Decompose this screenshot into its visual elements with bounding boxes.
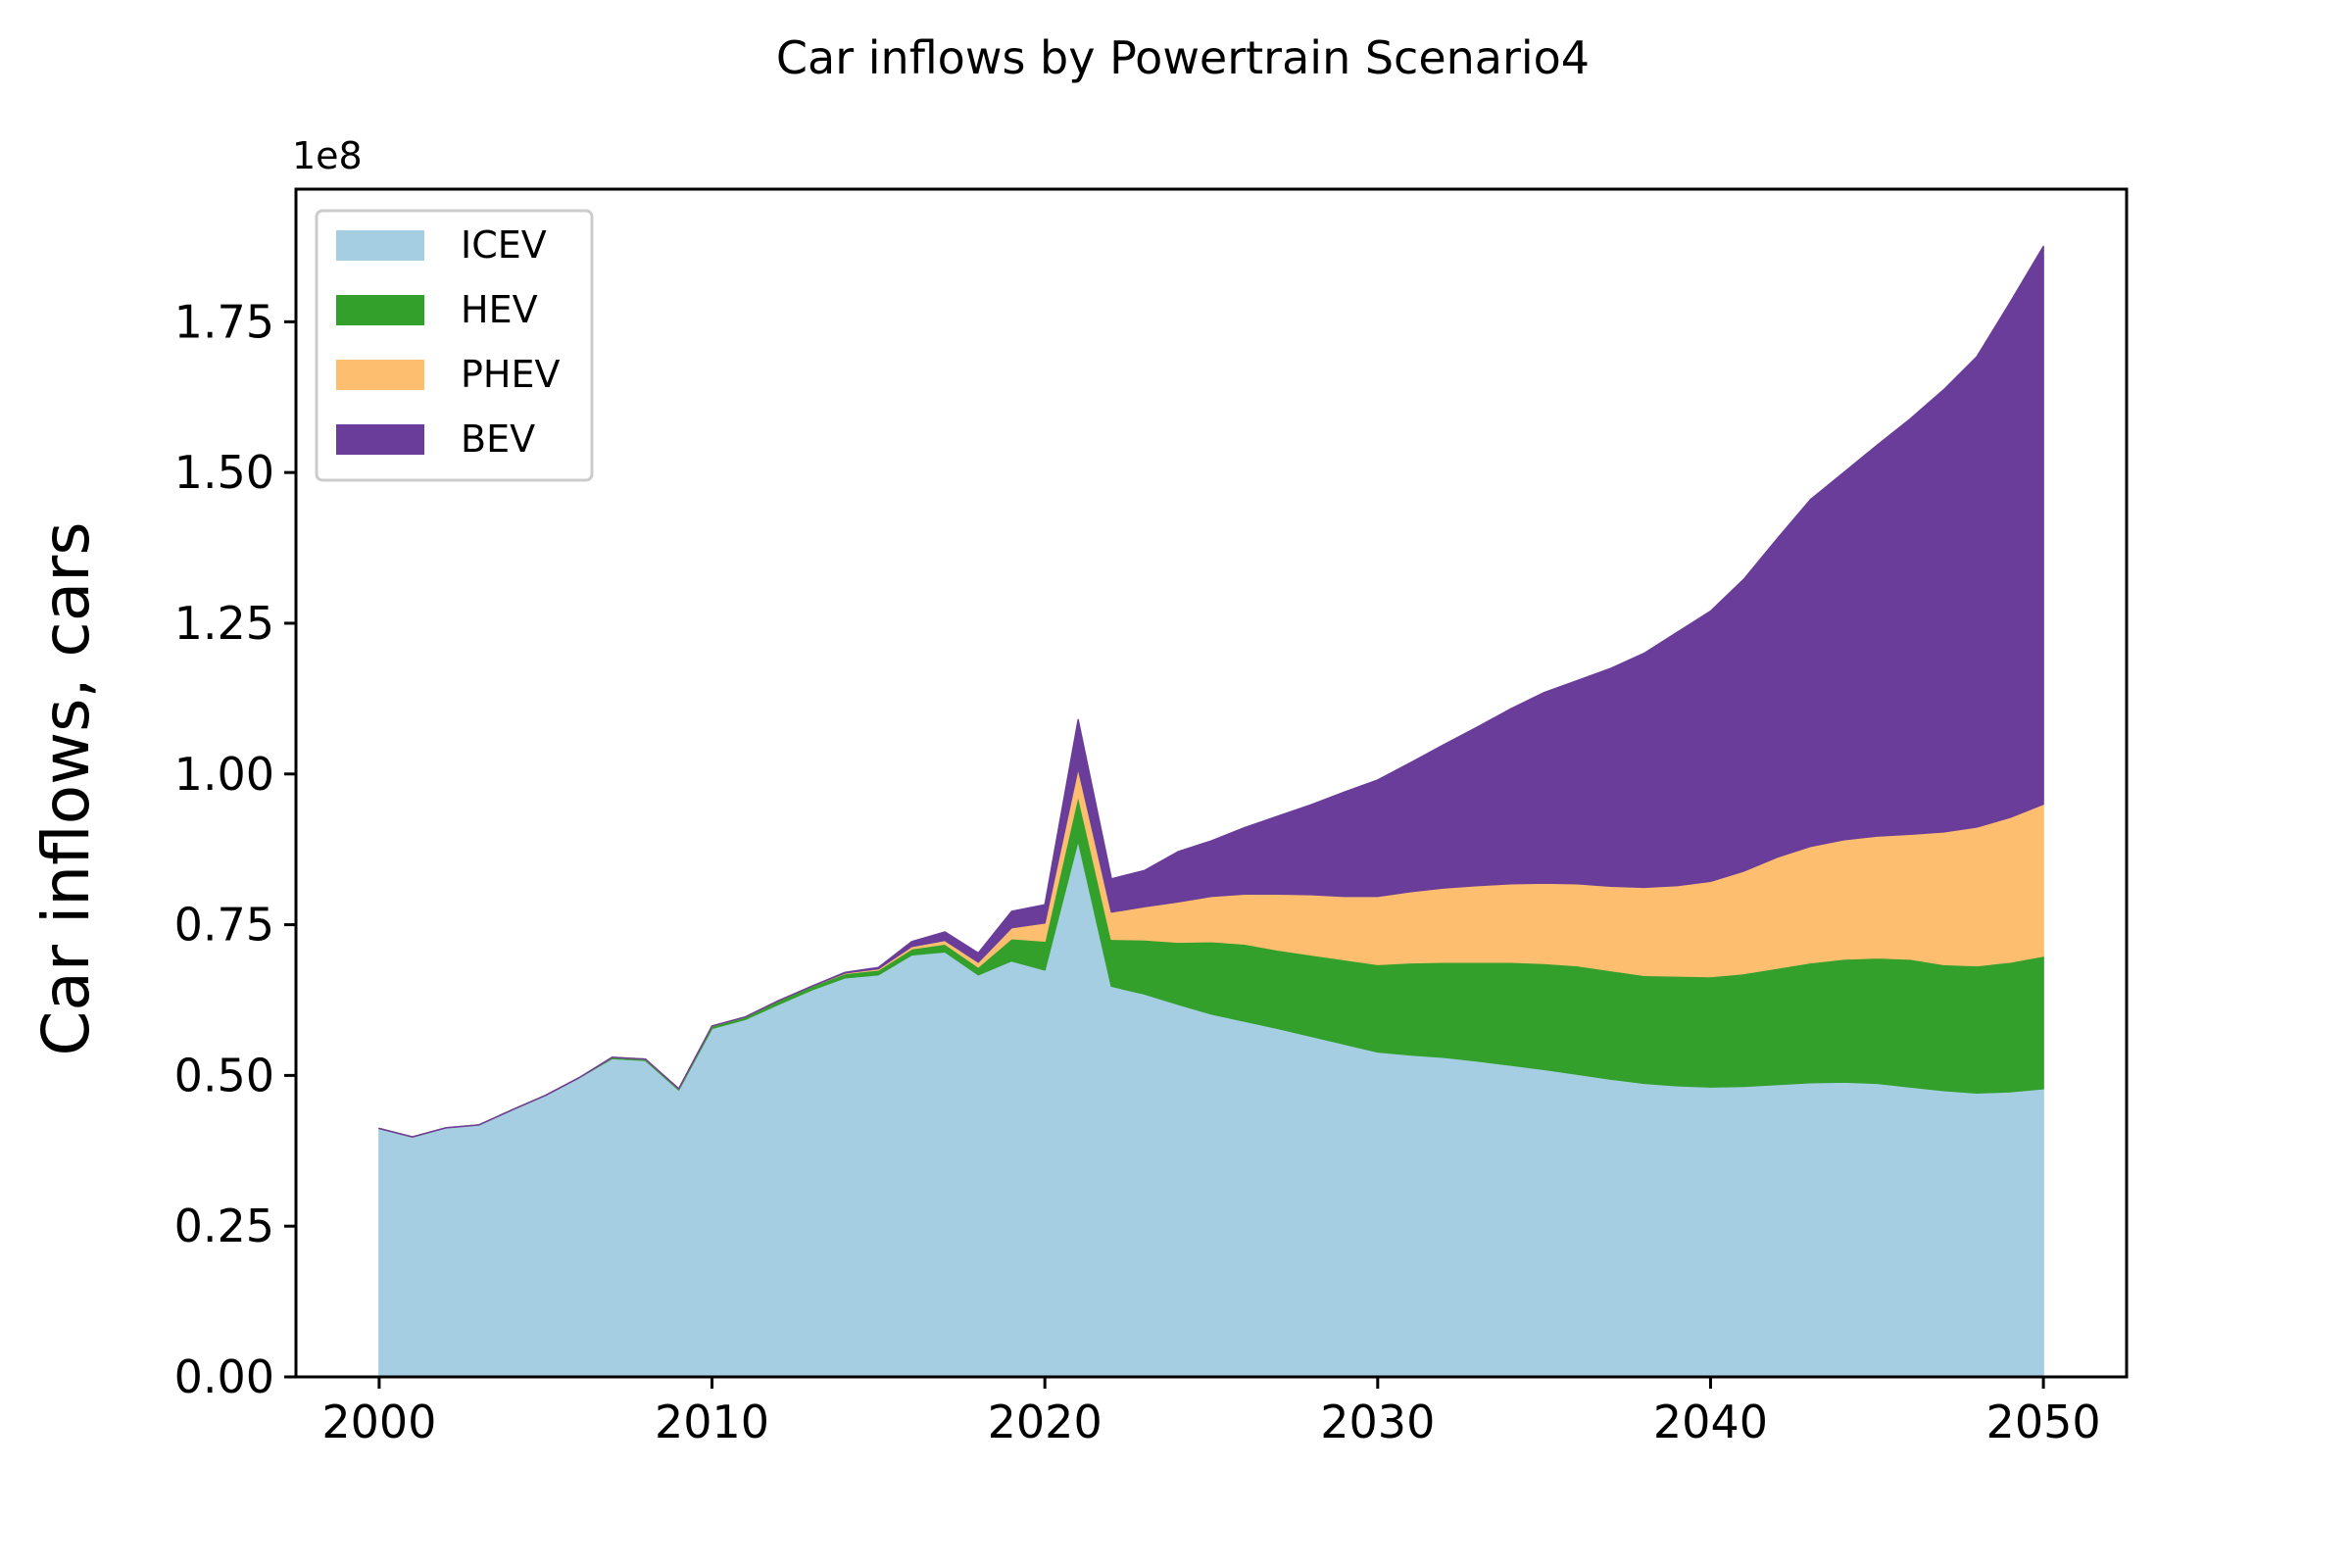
y-tick-label: 1.50 bbox=[174, 446, 274, 499]
legend-swatch-icev bbox=[336, 230, 424, 261]
axes-group bbox=[294, 187, 2129, 1379]
x-tick-label: 2020 bbox=[988, 1396, 1102, 1448]
plot-frame bbox=[294, 187, 2129, 1379]
y-tick-label: 0.50 bbox=[174, 1049, 274, 1102]
y-axis-multiplier: 1e8 bbox=[292, 134, 363, 177]
legend-label-bev: BEV bbox=[461, 417, 535, 461]
x-axis-ticks: 2000 2010 2020 2030 2040 2050 bbox=[321, 1377, 2101, 1448]
legend-swatch-phev bbox=[336, 360, 424, 390]
legend-frame bbox=[315, 209, 594, 482]
y-tick-label: 0.00 bbox=[174, 1350, 274, 1403]
x-tick-label: 2000 bbox=[321, 1396, 436, 1448]
y-tick-label: 0.75 bbox=[174, 899, 274, 952]
legend-swatch-hev bbox=[336, 295, 424, 325]
x-tick-label: 2030 bbox=[1320, 1396, 1435, 1448]
y-axis-label: Car inflows, cars bbox=[28, 521, 104, 1055]
y-tick-label: 1.00 bbox=[174, 748, 274, 801]
legend-label-phev: PHEV bbox=[461, 353, 561, 396]
x-tick-label: 2050 bbox=[1986, 1396, 2101, 1448]
y-axis-ticks: 0.00 0.25 0.50 0.75 1.00 1.25 1.50 1.75 bbox=[174, 295, 296, 1403]
legend-label-hev: HEV bbox=[461, 288, 538, 331]
x-tick-label: 2040 bbox=[1653, 1396, 1768, 1448]
area-series-bev bbox=[378, 245, 2044, 1138]
legend: ICEV HEV PHEV BEV bbox=[315, 209, 594, 482]
legend-label-icev: ICEV bbox=[461, 223, 547, 267]
x-tick-label: 2010 bbox=[655, 1396, 769, 1448]
y-tick-label: 1.25 bbox=[174, 597, 274, 650]
y-tick-label: 1.75 bbox=[174, 295, 274, 348]
chart-title: Car inflows by Powertrain Scenario4 bbox=[776, 31, 1590, 84]
legend-swatch-bev bbox=[336, 424, 424, 455]
y-tick-label: 0.25 bbox=[174, 1200, 274, 1252]
